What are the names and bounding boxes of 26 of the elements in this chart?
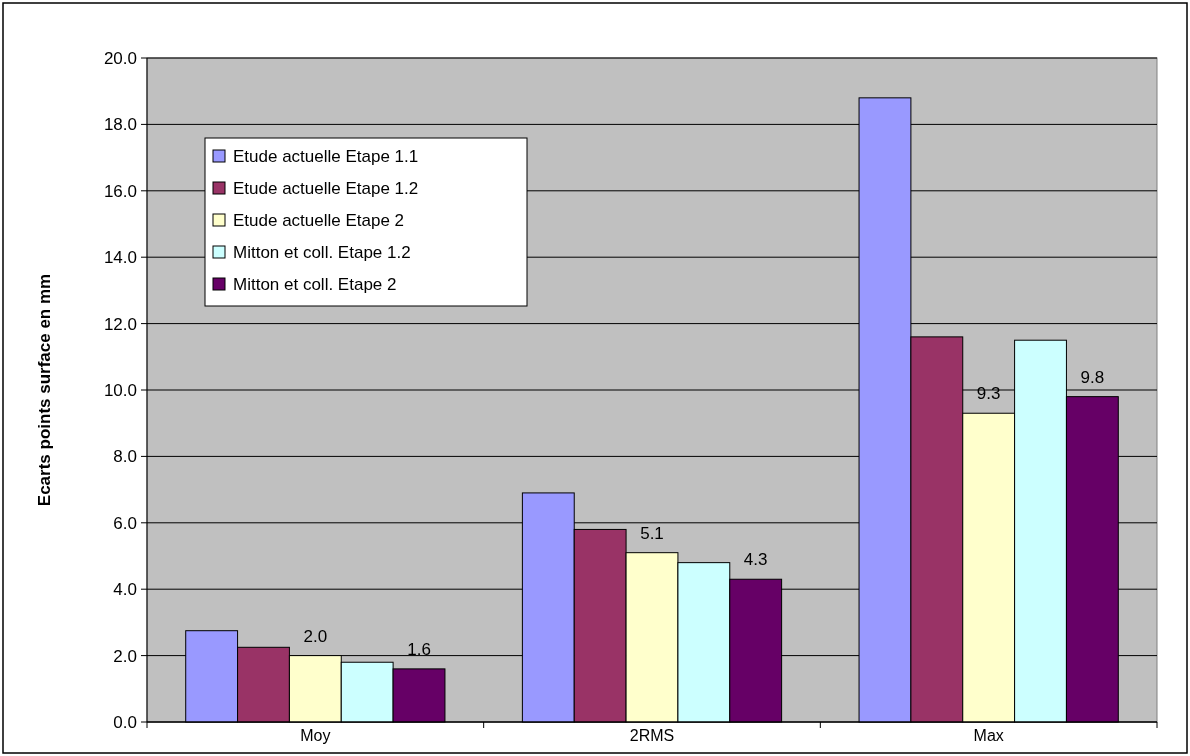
data-label: 1.6	[407, 639, 431, 659]
legend-label: Mitton et coll. Etape 2	[233, 274, 397, 294]
y-tick-label: 14.0	[103, 248, 137, 268]
legend-label: Etude actuelle Etape 1.2	[233, 178, 419, 198]
y-tick-label: 8.0	[113, 447, 137, 467]
y-tick-label: 10.0	[103, 380, 137, 400]
data-label: 4.3	[743, 550, 768, 570]
x-tick-label: 2RMS	[629, 726, 675, 744]
legend-label: Etude actuelle Etape 2	[233, 210, 405, 230]
x-tick-label: Moy	[300, 726, 331, 744]
y-tick-label: 12.0	[103, 314, 137, 334]
y-tick-label: 6.0	[113, 513, 137, 533]
data-label: 9.3	[976, 384, 1001, 404]
y-tick-label: 16.0	[103, 181, 137, 201]
y-axis-title: Ecarts points surface en mm	[35, 273, 54, 507]
y-tick-label: 18.0	[103, 115, 137, 135]
data-label: 5.1	[640, 523, 664, 543]
x-tick-label: Max	[973, 726, 1004, 744]
y-tick-label: 20.0	[103, 48, 137, 68]
legend-label: Etude actuelle Etape 1.1	[233, 146, 419, 166]
y-tick-label: 4.0	[113, 580, 137, 600]
y-tick-label: 0.0	[113, 712, 137, 732]
data-label: 2.0	[303, 626, 328, 646]
legend-label: Mitton et coll. Etape 1.2	[233, 242, 411, 262]
data-label: 9.8	[1080, 367, 1105, 387]
y-tick-label: 2.0	[113, 646, 137, 666]
